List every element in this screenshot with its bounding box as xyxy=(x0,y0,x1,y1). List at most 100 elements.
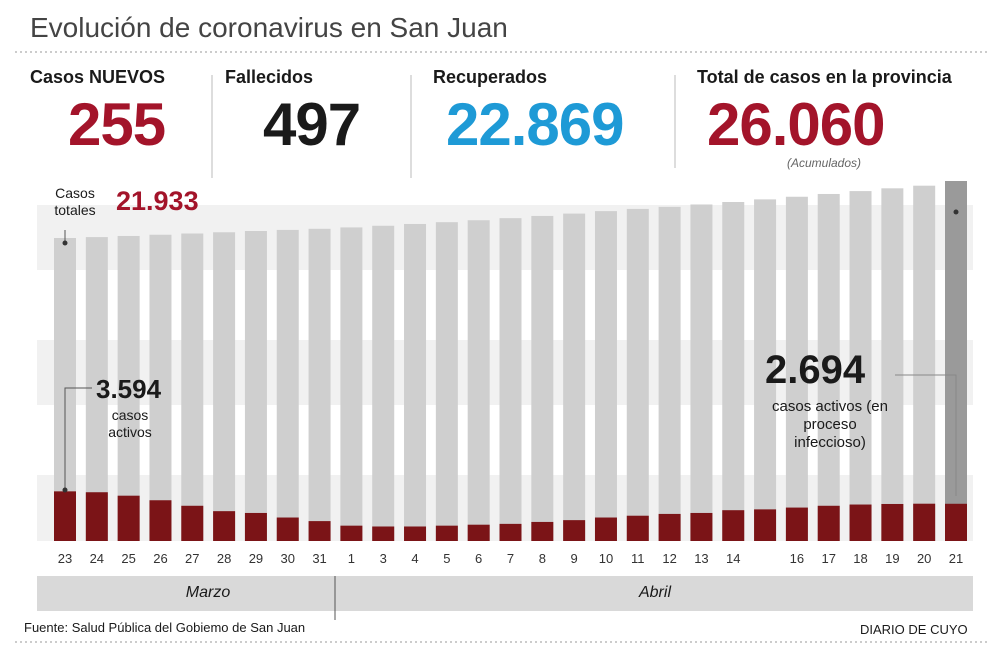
total-bar xyxy=(913,185,936,542)
series-label: casos activos xyxy=(108,407,152,440)
active-bar xyxy=(913,503,936,541)
active-bar xyxy=(181,505,204,541)
x-tick-label: 6 xyxy=(475,551,482,566)
x-tick-label: 29 xyxy=(249,551,263,566)
connector-dot xyxy=(62,240,68,246)
active-bar xyxy=(213,511,236,541)
total-bar xyxy=(372,225,395,542)
x-tick-label: 31 xyxy=(312,551,326,566)
total-bar xyxy=(785,196,808,541)
stat-label: Total de casos en la provincia xyxy=(697,67,952,87)
x-tick-label: 3 xyxy=(380,551,387,566)
x-tick-label: 17 xyxy=(821,551,835,566)
x-tick-label: 25 xyxy=(121,551,135,566)
x-tick-label: 5 xyxy=(443,551,450,566)
value-label: 21.933 xyxy=(116,186,199,216)
total-bar xyxy=(435,222,458,541)
x-tick-label: 14 xyxy=(726,551,740,566)
x-tick-label: 19 xyxy=(885,551,899,566)
total-bar xyxy=(849,191,872,542)
active-bar xyxy=(54,491,76,541)
value-label: 2.694 xyxy=(765,348,866,392)
active-bar xyxy=(754,509,777,541)
total-bar xyxy=(594,211,617,541)
total-bar xyxy=(276,229,299,541)
connector xyxy=(64,387,92,490)
active-bar xyxy=(817,505,840,541)
active-bar xyxy=(244,512,267,541)
active-bar xyxy=(594,517,617,541)
active-bar xyxy=(785,507,808,541)
series-label: Casos totales xyxy=(54,185,96,218)
total-bar xyxy=(531,215,554,541)
active-bar xyxy=(340,525,363,541)
active-bar xyxy=(372,526,395,541)
x-tick-label: 12 xyxy=(662,551,676,566)
x-tick-label: 10 xyxy=(599,551,613,566)
active-bar xyxy=(531,521,554,541)
x-tick-label: 4 xyxy=(411,551,418,566)
total-bar xyxy=(181,233,204,541)
x-tick-label: 7 xyxy=(507,551,514,566)
active-bar xyxy=(563,520,586,541)
active-bar xyxy=(85,492,108,541)
connector-dot xyxy=(62,487,68,493)
active-bar xyxy=(881,503,904,541)
total-bar xyxy=(117,235,140,541)
total-bar xyxy=(754,199,777,541)
x-tick-label: 9 xyxy=(571,551,578,566)
connector-dot xyxy=(953,209,959,215)
active-bar xyxy=(404,526,427,541)
source: Fuente: Salud Pública del Gobiemo de San… xyxy=(24,620,306,635)
active-bar xyxy=(945,503,967,541)
x-tick-label: 11 xyxy=(631,551,645,566)
x-tick-label: 27 xyxy=(185,551,199,566)
active-bar xyxy=(658,513,681,541)
stat-note: (Acumulados) xyxy=(787,156,862,170)
active-bar xyxy=(435,525,458,541)
x-tick-label: 23 xyxy=(58,551,72,566)
total-bar xyxy=(881,188,904,541)
title: Evolución de coronavirus en San Juan xyxy=(30,12,508,43)
x-tick-label: 18 xyxy=(853,551,867,566)
x-tick-label: 1 xyxy=(348,551,355,566)
active-bar xyxy=(117,495,140,541)
brand: DIARIO DE CUYO xyxy=(860,622,968,637)
active-bar xyxy=(626,515,649,541)
stat-value: 497 xyxy=(263,91,361,158)
total-bar xyxy=(404,223,427,541)
month-label: Marzo xyxy=(185,584,231,601)
total-bar xyxy=(149,234,172,541)
x-tick-label: 28 xyxy=(217,551,231,566)
month-bar xyxy=(37,576,973,611)
total-bar xyxy=(499,218,522,541)
active-bar xyxy=(467,524,490,541)
stat-label: Casos NUEVOS xyxy=(30,67,166,87)
total-bar xyxy=(244,231,267,541)
total-bar xyxy=(658,206,681,541)
stat-label: Fallecidos xyxy=(225,67,314,87)
total-bar xyxy=(945,181,967,541)
x-tick-label: 21 xyxy=(949,551,963,566)
active-bar xyxy=(499,523,522,541)
x-tick-label: 20 xyxy=(917,551,931,566)
total-bar xyxy=(563,213,586,541)
active-bar xyxy=(849,504,872,541)
x-tick-label: 8 xyxy=(539,551,546,566)
total-bar xyxy=(213,232,236,541)
stat-value: 26.060 xyxy=(707,91,886,158)
month-label: Abril xyxy=(638,584,671,601)
total-bar xyxy=(722,201,745,542)
x-tick-label: 24 xyxy=(90,551,104,566)
x-tick-label: 16 xyxy=(790,551,804,566)
total-bar xyxy=(340,227,363,542)
x-tick-label: 26 xyxy=(153,551,167,566)
active-bar xyxy=(149,500,172,541)
active-bar xyxy=(690,512,713,541)
total-bar xyxy=(467,220,490,541)
total-bar xyxy=(308,228,331,541)
total-bar xyxy=(626,208,649,541)
stat-label: Recuperados xyxy=(433,67,548,87)
